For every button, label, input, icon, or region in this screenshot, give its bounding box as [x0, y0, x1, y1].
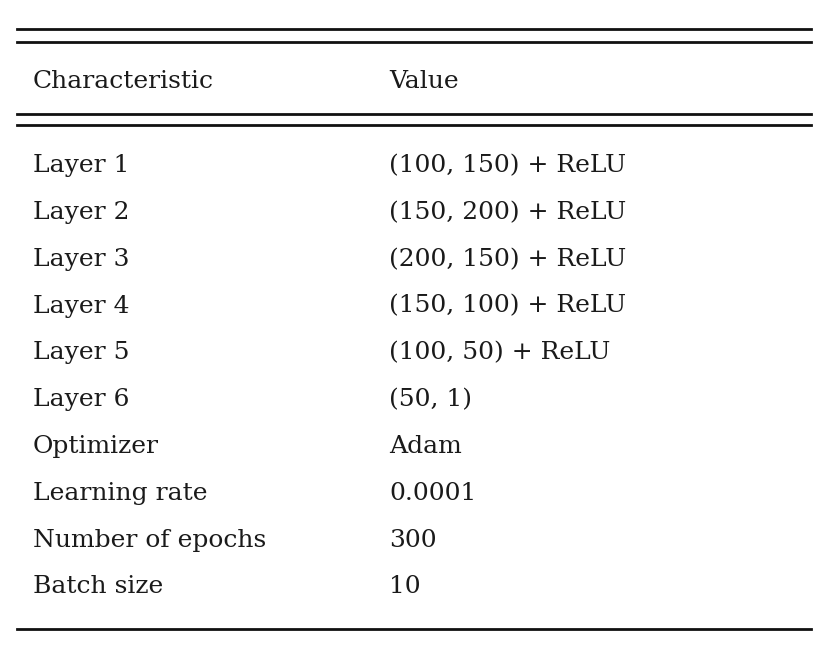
Text: Optimizer: Optimizer	[33, 435, 159, 458]
Text: Number of epochs: Number of epochs	[33, 528, 266, 552]
Text: (200, 150) + ReLU: (200, 150) + ReLU	[389, 248, 626, 271]
Text: Layer 5: Layer 5	[33, 341, 130, 365]
Text: Characteristic: Characteristic	[33, 70, 214, 93]
Text: Layer 4: Layer 4	[33, 294, 130, 318]
Text: Layer 1: Layer 1	[33, 154, 129, 177]
Text: (150, 100) + ReLU: (150, 100) + ReLU	[389, 294, 625, 318]
Text: (100, 150) + ReLU: (100, 150) + ReLU	[389, 154, 625, 177]
Text: 300: 300	[389, 528, 437, 552]
Text: Batch size: Batch size	[33, 575, 163, 599]
Text: Layer 6: Layer 6	[33, 388, 130, 411]
Text: Learning rate: Learning rate	[33, 482, 208, 505]
Text: Value: Value	[389, 70, 458, 93]
Text: Adam: Adam	[389, 435, 461, 458]
Text: 0.0001: 0.0001	[389, 482, 476, 505]
Text: 10: 10	[389, 575, 420, 599]
Text: Layer 3: Layer 3	[33, 248, 130, 271]
Text: Layer 2: Layer 2	[33, 201, 130, 224]
Text: (100, 50) + ReLU: (100, 50) + ReLU	[389, 341, 609, 365]
Text: (150, 200) + ReLU: (150, 200) + ReLU	[389, 201, 626, 224]
Text: (50, 1): (50, 1)	[389, 388, 471, 411]
